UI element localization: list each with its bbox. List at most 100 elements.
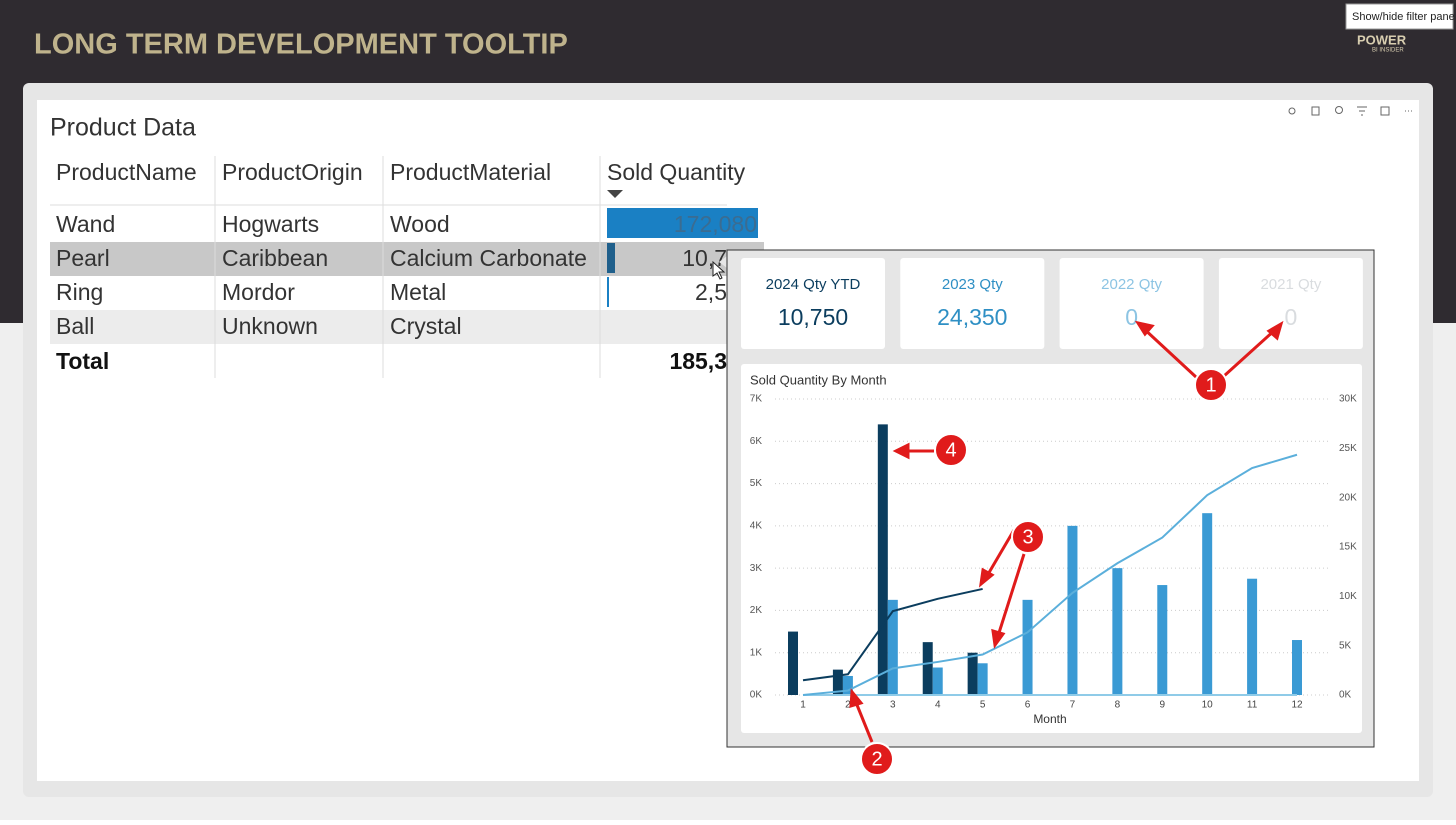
arrow-head — [849, 688, 864, 709]
bar — [1067, 525, 1078, 695]
annotation-badge — [934, 433, 968, 467]
line — [802, 453, 1298, 696]
card-value: 24,350 — [937, 304, 1007, 330]
cell: 2,5 — [695, 279, 727, 305]
card — [1059, 258, 1204, 349]
bar — [922, 642, 933, 695]
visual-title: Product Data — [50, 114, 196, 142]
bar — [1247, 578, 1258, 695]
y2-tick-label: 30K — [1339, 394, 1357, 405]
cell: 172,080 — [674, 211, 757, 237]
card — [900, 258, 1045, 349]
arrow — [996, 553, 1026, 637]
page-title: LONG TERM DEVELOPMENT TOOLTIP — [34, 29, 568, 61]
y2-tick-label: 20K — [1339, 492, 1357, 503]
bar — [842, 675, 853, 695]
card-value: 0 — [1125, 304, 1138, 330]
card-label: 2023 Qty — [942, 276, 1003, 293]
bar — [1022, 599, 1033, 695]
x-tick-label: 4 — [935, 700, 941, 711]
column-header: ProductName — [56, 159, 197, 185]
annotation-number: 1 — [1205, 374, 1216, 396]
arrow-head — [892, 442, 910, 460]
column-header: ProductOrigin — [222, 159, 363, 185]
cell: Caribbean — [222, 245, 328, 271]
y-tick-label: 4K — [750, 520, 763, 531]
cell: Unknown — [222, 313, 318, 339]
x-axis-title: Month — [1033, 712, 1066, 726]
card-value: 0 — [1285, 304, 1298, 330]
bar — [932, 667, 943, 695]
y2-tick-label: 15K — [1339, 542, 1357, 553]
chart: Sold Quantity By Month Month 0K 1K 2K 3K 4K 5K 6… — [750, 372, 1357, 726]
tooltip-pointer — [719, 256, 727, 268]
x-tick-label: 5 — [980, 700, 986, 711]
line — [802, 587, 983, 682]
arrow — [853, 699, 874, 743]
cards: 2024 Qty YTD 10,750 2023 Qty 24,350 2022 Qty… — [741, 258, 1363, 349]
y2-tick-label: 5K — [1339, 640, 1352, 651]
filter-tooltip-text: Show/hide filter pane — [1352, 11, 1455, 23]
y-tick-label: 7K — [750, 394, 763, 405]
chart-title: Sold Quantity By Month — [750, 372, 887, 387]
row-highlight — [50, 242, 764, 276]
annotation-number: 4 — [945, 439, 956, 461]
cell: Metal — [390, 279, 446, 305]
column-header: ProductMaterial — [390, 159, 551, 185]
logo-sub: BI INSIDER — [1372, 48, 1404, 54]
annotation-badge — [1194, 368, 1228, 402]
x-tick-label: 6 — [1025, 700, 1031, 711]
row-band — [50, 310, 727, 344]
cell: Ball — [56, 313, 94, 339]
cell: Mordor — [222, 279, 295, 305]
annotation-number: 2 — [871, 748, 882, 770]
y-tick-label: 3K — [750, 563, 763, 574]
cell: Ring — [56, 279, 103, 305]
visual-header-icons[interactable] — [1288, 106, 1412, 116]
total-value: 185,3 — [669, 348, 727, 374]
y2-tick-label: 25K — [1339, 443, 1357, 454]
y-tick-label: 5K — [750, 478, 763, 489]
arrow-head — [978, 567, 995, 588]
cell: Calcium Carbonate — [390, 245, 587, 271]
annotation-number: 3 — [1022, 526, 1033, 548]
bar — [832, 669, 843, 695]
bar — [1202, 513, 1213, 695]
card-label: 2021 Qty — [1260, 276, 1321, 293]
y2-tick-label: 0K — [1339, 690, 1352, 701]
x-tick-label: 8 — [1115, 700, 1121, 711]
bar — [967, 652, 978, 695]
total-label: Total — [56, 348, 109, 374]
cell: Wood — [390, 211, 450, 237]
card-label: 2022 Qty — [1101, 276, 1162, 293]
data-bar — [607, 208, 758, 238]
column-header: Sold Quantity — [607, 159, 746, 185]
bar — [887, 599, 898, 695]
cell: Hogwarts — [222, 211, 319, 237]
cell: Crystal — [390, 313, 462, 339]
card — [1218, 258, 1363, 349]
arrow — [1140, 325, 1198, 379]
x-tick-label: 2 — [845, 700, 851, 711]
arrow-head — [1134, 320, 1155, 337]
arrow-head — [1266, 320, 1284, 341]
x-tick-label: 1 — [800, 700, 806, 711]
bar — [1292, 640, 1302, 695]
cell: 10,7 — [682, 245, 727, 271]
bar — [788, 631, 798, 695]
bar — [1157, 585, 1168, 695]
cell: Wand — [56, 211, 115, 237]
sort-arrow — [607, 190, 623, 198]
arrow-head — [991, 628, 1006, 649]
y-tick-label: 0K — [750, 690, 763, 701]
annotation-badge — [860, 742, 894, 776]
data-bar — [607, 277, 609, 307]
x-tick-label: 10 — [1202, 700, 1214, 711]
y-tick-label: 1K — [750, 647, 763, 658]
bar — [977, 663, 988, 695]
data-bar — [607, 243, 615, 273]
cell: Pearl — [56, 245, 110, 271]
y-tick-label: 2K — [750, 605, 763, 616]
card-label: 2024 Qty YTD — [766, 276, 861, 293]
y-tick-label: 6K — [750, 436, 763, 447]
